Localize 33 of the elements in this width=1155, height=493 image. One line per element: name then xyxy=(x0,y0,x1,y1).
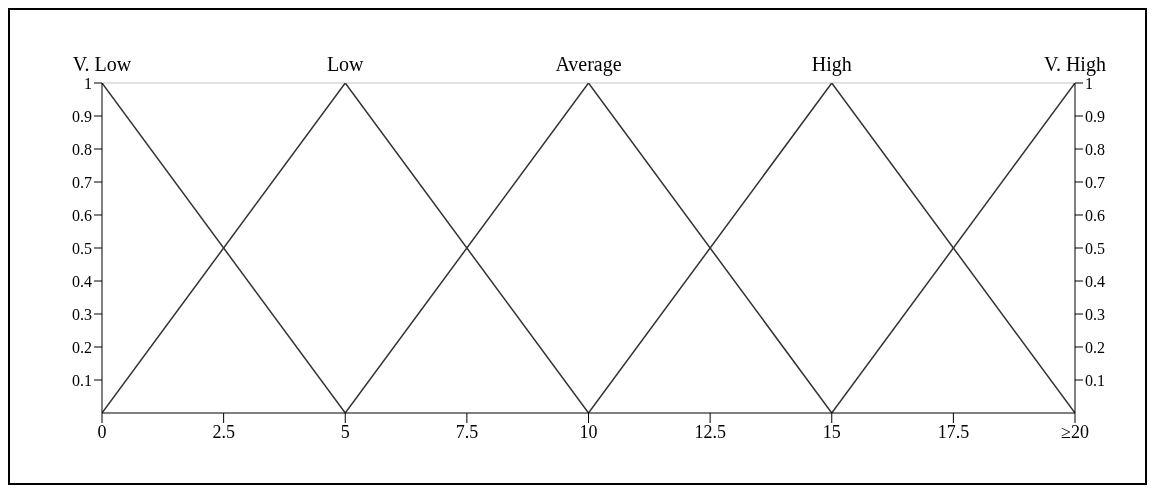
x-tick-label: ≥20 xyxy=(1061,421,1089,442)
x-tick-label: 5 xyxy=(340,421,350,442)
y2-tick-label: 0.1 xyxy=(1085,371,1105,389)
x-tick-label: 10 xyxy=(579,421,598,442)
y2-tick-label: 0.7 xyxy=(1085,173,1105,191)
series-label: Low xyxy=(326,53,365,75)
x-tick-label: 17.5 xyxy=(937,421,970,442)
y-tick-label: 0.4 xyxy=(72,272,92,290)
y-tick-label: 0.2 xyxy=(72,338,92,356)
y2-tick-label: 0.5 xyxy=(1085,239,1105,257)
y2-tick-label: 0.2 xyxy=(1085,338,1105,356)
y-tick-label: 0.9 xyxy=(72,107,92,125)
y-tick-label: 0.3 xyxy=(72,305,92,323)
y-tick-label: 0.7 xyxy=(72,173,92,191)
y-tick-label: 0.8 xyxy=(72,140,92,158)
x-tick-label: 7.5 xyxy=(455,421,479,442)
x-tick-label: 2.5 xyxy=(212,421,235,442)
series-label: High xyxy=(811,53,852,76)
series-label: Average xyxy=(555,53,622,76)
y-tick-label: 0.5 xyxy=(72,239,92,257)
y-tick-label: 0.1 xyxy=(72,371,92,389)
x-tick-label: 12.5 xyxy=(694,421,726,442)
y2-tick-label: 0.9 xyxy=(1085,107,1105,125)
x-tick-label: 0 xyxy=(97,421,107,442)
series-label: V. High xyxy=(1044,53,1106,76)
y2-tick-label: 0.6 xyxy=(1085,206,1105,224)
y2-tick-label: 0.3 xyxy=(1085,305,1105,323)
y-tick-label: 1 xyxy=(84,74,92,92)
y2-tick-label: 0.4 xyxy=(1085,272,1105,290)
x-tick-label: 15 xyxy=(822,421,841,442)
y2-tick-label: 0.8 xyxy=(1085,140,1105,158)
series-label: V. Low xyxy=(72,53,132,75)
y-tick-label: 0.6 xyxy=(72,206,92,224)
